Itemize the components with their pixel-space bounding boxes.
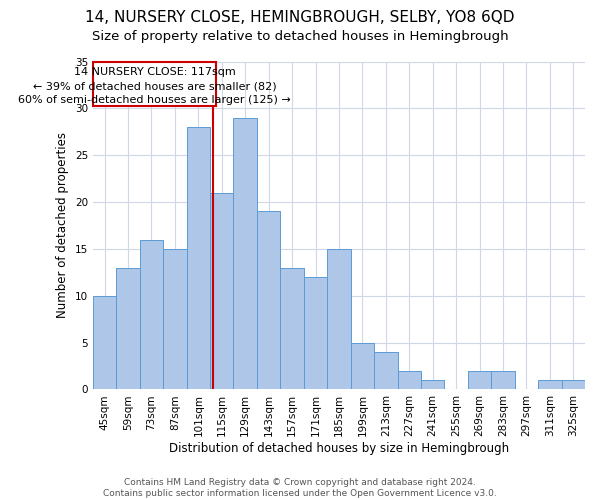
Bar <box>468 370 491 390</box>
Bar <box>116 268 140 390</box>
Bar <box>233 118 257 390</box>
Bar <box>304 277 327 390</box>
Text: ← 39% of detached houses are smaller (82): ← 39% of detached houses are smaller (82… <box>33 81 277 91</box>
Bar <box>187 127 210 390</box>
Text: Contains HM Land Registry data © Crown copyright and database right 2024.
Contai: Contains HM Land Registry data © Crown c… <box>103 478 497 498</box>
Bar <box>257 212 280 390</box>
Bar <box>280 268 304 390</box>
Bar <box>562 380 585 390</box>
Y-axis label: Number of detached properties: Number of detached properties <box>56 132 69 318</box>
Text: 60% of semi-detached houses are larger (125) →: 60% of semi-detached houses are larger (… <box>19 95 291 105</box>
Bar <box>163 249 187 390</box>
Text: Size of property relative to detached houses in Hemingbrough: Size of property relative to detached ho… <box>92 30 508 43</box>
Bar <box>398 370 421 390</box>
Bar <box>491 370 515 390</box>
Bar <box>93 296 116 390</box>
Bar <box>538 380 562 390</box>
Text: 14, NURSERY CLOSE, HEMINGBROUGH, SELBY, YO8 6QD: 14, NURSERY CLOSE, HEMINGBROUGH, SELBY, … <box>85 10 515 25</box>
Bar <box>350 342 374 390</box>
Bar <box>140 240 163 390</box>
X-axis label: Distribution of detached houses by size in Hemingbrough: Distribution of detached houses by size … <box>169 442 509 455</box>
Bar <box>327 249 350 390</box>
Bar <box>374 352 398 390</box>
Text: 14 NURSERY CLOSE: 117sqm: 14 NURSERY CLOSE: 117sqm <box>74 67 236 77</box>
Bar <box>421 380 445 390</box>
Bar <box>210 192 233 390</box>
FancyBboxPatch shape <box>94 62 216 106</box>
